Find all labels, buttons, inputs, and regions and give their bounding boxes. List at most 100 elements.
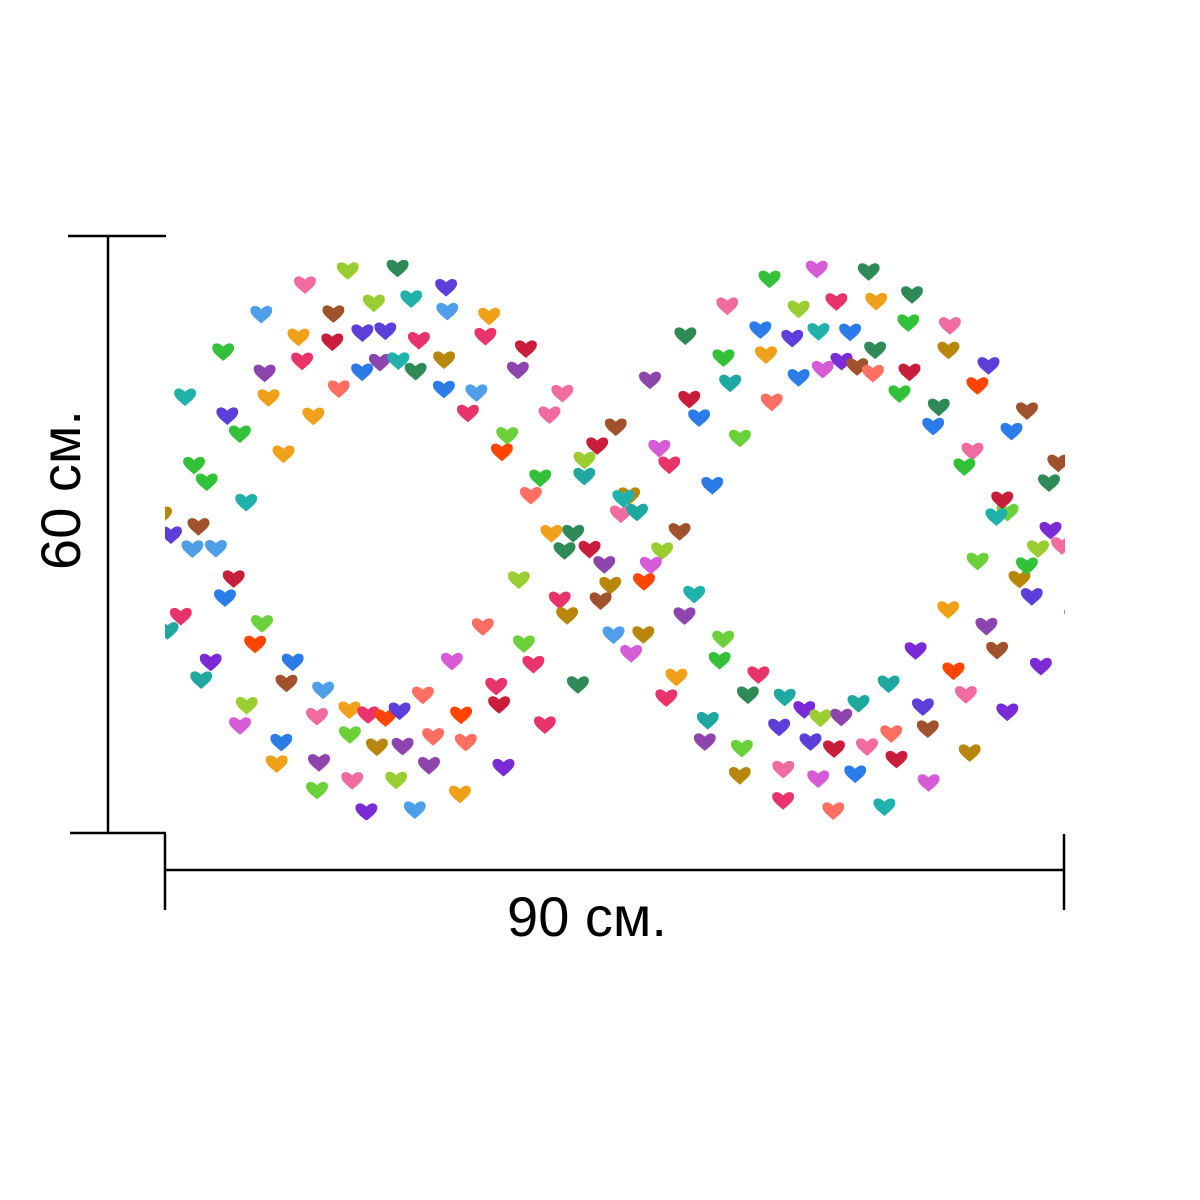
heart-icon [749, 321, 772, 339]
heart-icon [199, 653, 222, 672]
heart-icon [760, 393, 783, 412]
heart-icon [916, 720, 939, 738]
heart-icon [897, 314, 920, 332]
heart-icon [341, 772, 364, 790]
heart-icon [655, 689, 678, 707]
heart-icon [632, 626, 655, 644]
heart-icon [374, 322, 397, 341]
heart-icon [953, 458, 976, 476]
heart-icon [658, 456, 681, 475]
heart-icon [165, 622, 179, 640]
heart-icon [844, 765, 867, 784]
heart-icon [966, 377, 989, 395]
heart-icon [911, 698, 934, 716]
heart-icon [1082, 510, 1104, 528]
heart-icon [857, 263, 880, 281]
heart-icon [123, 573, 145, 591]
heart-icon [856, 738, 878, 756]
heart-icon [411, 686, 434, 705]
heart-icon [228, 425, 251, 444]
heart-icon [986, 641, 1009, 660]
heart-icon [235, 493, 258, 512]
heart-icon [712, 349, 735, 367]
heart-icon [1016, 402, 1038, 420]
heart-icon [1098, 558, 1120, 576]
heart-icon [265, 755, 288, 773]
heart-icon [787, 369, 810, 387]
heart-icon [465, 384, 488, 402]
heart-icon [904, 642, 927, 660]
heart-icon [391, 737, 414, 756]
heart-icon [961, 442, 984, 461]
heart-icon [996, 703, 1019, 722]
heart-icon [404, 362, 427, 381]
heart-icon [306, 708, 328, 726]
heart-icon [602, 626, 625, 644]
heart-icon [507, 571, 530, 589]
heart-icon [190, 671, 213, 689]
heart-icon [422, 728, 445, 746]
heart-icon [287, 328, 310, 347]
heart-icon [593, 556, 616, 574]
heart-icon [730, 739, 753, 758]
heart-icon [1051, 537, 1065, 555]
heart-icon [966, 552, 989, 571]
heart-icon [917, 774, 940, 792]
heart-icon [736, 686, 759, 705]
heart-icon [719, 374, 742, 393]
heart-icon [435, 279, 458, 297]
heart-icon [701, 477, 724, 495]
heart-icon [448, 785, 471, 804]
heart-icon [306, 781, 328, 800]
heart-icon [365, 738, 388, 757]
heart-icon [674, 327, 697, 345]
heart-icon [861, 364, 884, 383]
heart-icon [533, 716, 556, 734]
heart-icon [830, 708, 853, 727]
heart-icon [214, 589, 236, 607]
heart-icon [251, 615, 273, 633]
heart-icon [781, 329, 804, 348]
heart-icon [1064, 607, 1065, 625]
heart-icon [485, 677, 508, 696]
heart-icon [490, 443, 513, 462]
heart-icon [327, 380, 350, 398]
heart-icon [1015, 557, 1038, 575]
heart-icon [807, 323, 830, 341]
heart-icon [488, 696, 511, 714]
heart-icon [308, 754, 330, 772]
heart-icon [136, 558, 158, 576]
heart-icon [522, 655, 545, 674]
heart-icon [768, 718, 791, 737]
heart-icon [195, 473, 218, 492]
heart-icon [823, 740, 845, 758]
heart-icon [865, 292, 888, 311]
heart-icon [553, 542, 576, 560]
heart-icon [512, 635, 535, 653]
heart-icon [355, 803, 378, 820]
heart-icon [825, 293, 848, 311]
heart-icon [496, 427, 519, 445]
heart-icon [977, 357, 1000, 375]
heart-icon [471, 618, 494, 636]
heart-icon [407, 332, 430, 350]
heart-icon [418, 757, 440, 775]
heart-icon [322, 305, 345, 323]
width-label: 90 см. [507, 885, 667, 948]
heart-icon [272, 445, 295, 464]
heart-icon [538, 406, 561, 424]
heart-icon [942, 662, 965, 681]
heart-icon [620, 645, 643, 663]
heart-icon [551, 384, 574, 403]
heart-icon [351, 363, 374, 382]
heart-icon [708, 652, 731, 670]
heart-icon [338, 726, 361, 744]
heart-icon [758, 270, 781, 289]
heart-icon [1020, 588, 1043, 606]
heart-icon [888, 385, 911, 403]
heart-icon [1027, 540, 1049, 558]
heart-icon [270, 733, 293, 752]
heart-icon [529, 469, 552, 488]
heart-icon [181, 540, 204, 558]
